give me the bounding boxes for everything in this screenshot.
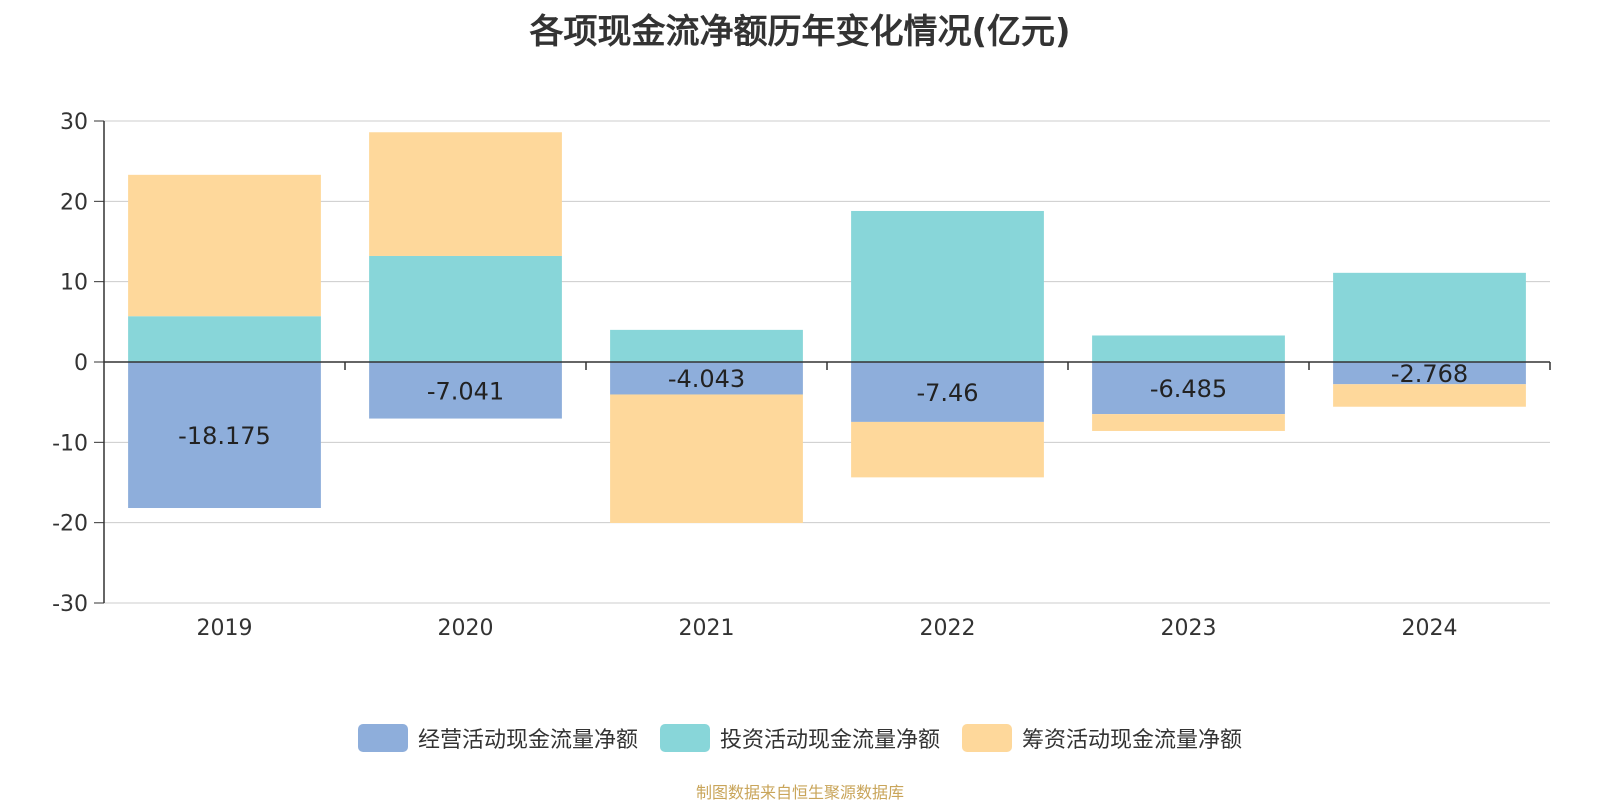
x-tick-label: 2019 (197, 616, 253, 641)
x-tick-label: 2022 (920, 616, 976, 641)
axes: 30 20 10 0 -10 -20 -30 2019 2020 2021 2022 2023 2024 (52, 110, 1551, 641)
bar-2-2021 (610, 394, 803, 524)
data-label: -2.768 (1391, 360, 1468, 388)
bars (128, 132, 1526, 524)
data-label: -6.485 (1150, 375, 1227, 403)
data-label: -18.175 (178, 422, 271, 450)
bar-0-2024 (1333, 362, 1526, 385)
stacked-bar-chart: 30 20 10 0 -10 -20 -30 2019 2020 2021 2022 2023 2024… (52, 110, 1551, 641)
chart-title: 各项现金流净额历年变化情况(亿元) (529, 12, 1071, 52)
y-tick-label: -20 (52, 512, 88, 537)
bar-0-2019 (128, 362, 321, 509)
y-tick-label: -10 (52, 431, 88, 456)
y-tick-label: 0 (74, 351, 88, 376)
y-tick-label: 20 (60, 190, 88, 215)
legend-label-financing: 筹资活动现金流量净额 (1022, 728, 1243, 753)
legend-swatch-operating (357, 724, 408, 752)
legend-item-operating[interactable]: 经营活动现金流量净额 (357, 722, 638, 754)
x-tick-label: 2024 (1402, 616, 1458, 641)
data-labels: -18.175 -7.041 -4.043 -7.46 -6.485 -2.768 (178, 360, 1468, 450)
data-label: -7.041 (427, 377, 504, 405)
legend-item-financing[interactable]: 筹资活动现金流量净额 (962, 722, 1242, 754)
x-tick-label: 2020 (438, 616, 494, 641)
bar-0-2020 (369, 362, 562, 419)
data-label: -4.043 (668, 365, 745, 393)
bar-1-2024 (1333, 272, 1526, 362)
bar-1-2021 (610, 329, 803, 362)
bar-1-2022 (851, 210, 1044, 362)
bar-2-2024 (1333, 384, 1526, 407)
data-source-note: 制图数据来自恒生聚源数据库 (695, 783, 904, 802)
bar-0-2021 (610, 362, 803, 395)
legend-label-investing: 投资活动现金流量净额 (719, 728, 940, 753)
bar-1-2019 (128, 316, 321, 362)
y-tick-label: 30 (60, 110, 88, 135)
bar-0-2023 (1092, 362, 1285, 415)
legend: 经营活动现金流量净额 投资活动现金流量净额 筹资活动现金流量净额 (0, 722, 1600, 754)
data-label: -7.46 (916, 379, 978, 407)
bar-2-2020 (369, 132, 562, 256)
bar-0-2022 (851, 362, 1044, 422)
bar-2-2023 (1092, 414, 1285, 431)
bar-2-2019 (128, 174, 321, 317)
bar-2-2022 (851, 421, 1044, 478)
x-tick-label: 2023 (1161, 616, 1217, 641)
legend-swatch-financing (962, 724, 1012, 752)
legend-label-operating: 经营活动现金流量净额 (417, 728, 638, 753)
x-tick-label: 2021 (679, 616, 735, 641)
y-tick-label: 10 (60, 271, 88, 296)
legend-swatch-investing (659, 724, 710, 752)
bar-1-2020 (369, 255, 562, 362)
y-tick-label: -30 (52, 592, 88, 617)
legend-item-investing[interactable]: 投资活动现金流量净额 (659, 722, 940, 754)
bar-1-2023 (1092, 335, 1285, 362)
